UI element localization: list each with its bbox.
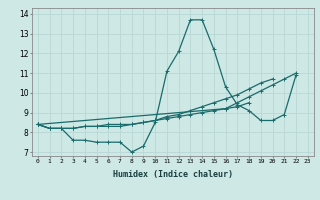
X-axis label: Humidex (Indice chaleur): Humidex (Indice chaleur): [113, 170, 233, 179]
